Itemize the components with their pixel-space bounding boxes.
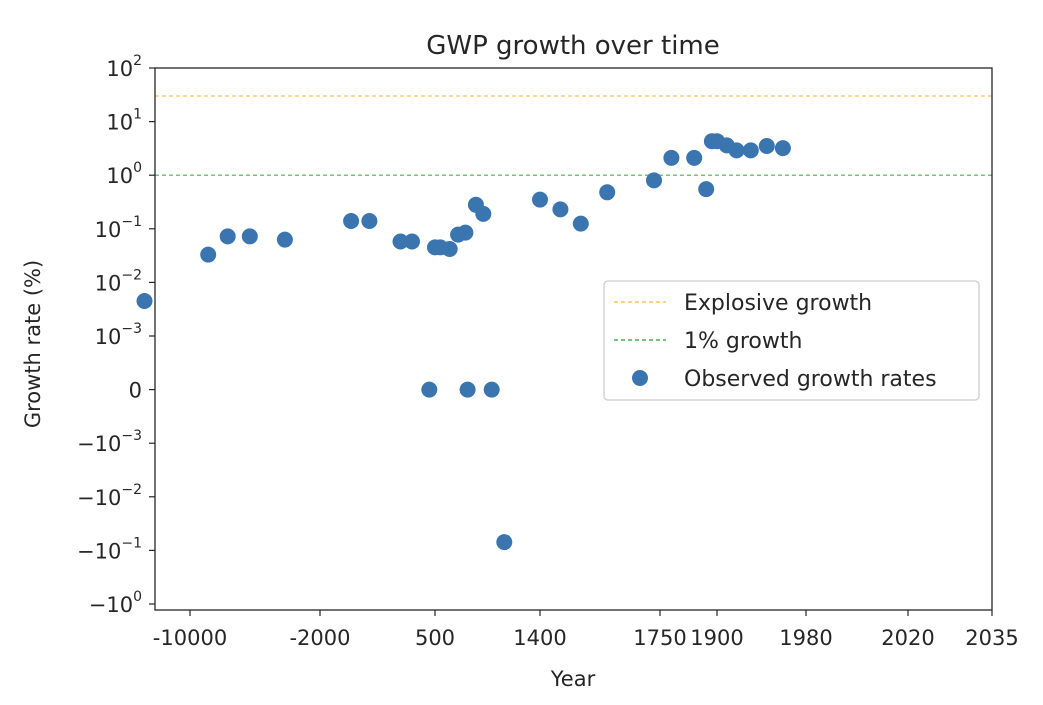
legend-frame <box>603 280 980 401</box>
legend-1pct-growth-label: 1% growth <box>684 329 802 354</box>
data-point <box>758 138 775 154</box>
y-tick-label: −10−3 <box>77 428 142 456</box>
y-tick-label: −10−2 <box>77 482 142 510</box>
x-tick-label: -10000 <box>153 626 227 650</box>
data-point <box>646 172 662 189</box>
data-point <box>663 149 680 166</box>
data-point <box>552 201 569 218</box>
data-point <box>421 381 438 398</box>
data-point <box>404 233 420 250</box>
data-point <box>572 215 589 232</box>
x-tick-label: 500 <box>415 626 455 650</box>
y-tick-label: 10−2 <box>95 267 142 295</box>
x-tick-label: 1980 <box>779 626 832 650</box>
y-axis-label: Growth rate (%) <box>21 260 45 428</box>
legend-explosive-growth-label: Explosive growth <box>684 291 872 316</box>
y-tick-label: 101 <box>106 107 142 135</box>
x-tick-label: 2035 <box>965 626 1018 650</box>
data-point <box>475 205 492 222</box>
x-tick-label: -2000 <box>289 626 350 650</box>
data-point <box>200 246 217 263</box>
data-point <box>441 241 458 257</box>
plot-frame <box>154 67 993 611</box>
data-point <box>219 228 236 245</box>
y-tick-label: −100 <box>89 589 142 617</box>
data-point <box>241 228 258 245</box>
data-point <box>361 213 378 229</box>
data-point <box>276 231 293 248</box>
data-point <box>698 181 715 198</box>
y-tick-label: 10−1 <box>95 214 142 242</box>
x-tick-label: 1900 <box>690 626 743 650</box>
legend: Explosive growth 1% growth Observed grow… <box>603 280 980 401</box>
data-point <box>136 293 153 309</box>
y-tick-label: 10−3 <box>95 321 142 349</box>
data-point <box>728 142 745 159</box>
x-tick-label: 1750 <box>633 626 686 650</box>
chart-title: GWP growth over time <box>426 31 720 61</box>
y-tick-label: 0 <box>129 379 142 403</box>
data-point <box>532 191 548 208</box>
data-point <box>459 381 476 398</box>
data-point <box>774 140 791 157</box>
y-tick-label: 102 <box>106 53 142 81</box>
y-tick-label: 100 <box>106 160 142 188</box>
legend-observed-growth-marker <box>632 370 648 386</box>
data-point <box>742 142 759 159</box>
data-point <box>496 534 513 551</box>
data-point <box>392 233 409 250</box>
data-point <box>483 381 500 398</box>
data-point <box>343 213 360 229</box>
legend-observed-growth-label: Observed growth rates <box>684 367 937 392</box>
data-point <box>599 184 616 201</box>
x-tick-label: 1400 <box>513 626 566 650</box>
data-point <box>457 224 474 241</box>
x-tick-label: 2020 <box>881 626 934 650</box>
x-axis-label: Year <box>550 667 596 691</box>
data-point <box>686 149 703 166</box>
y-tick-label: −10−1 <box>77 535 142 563</box>
